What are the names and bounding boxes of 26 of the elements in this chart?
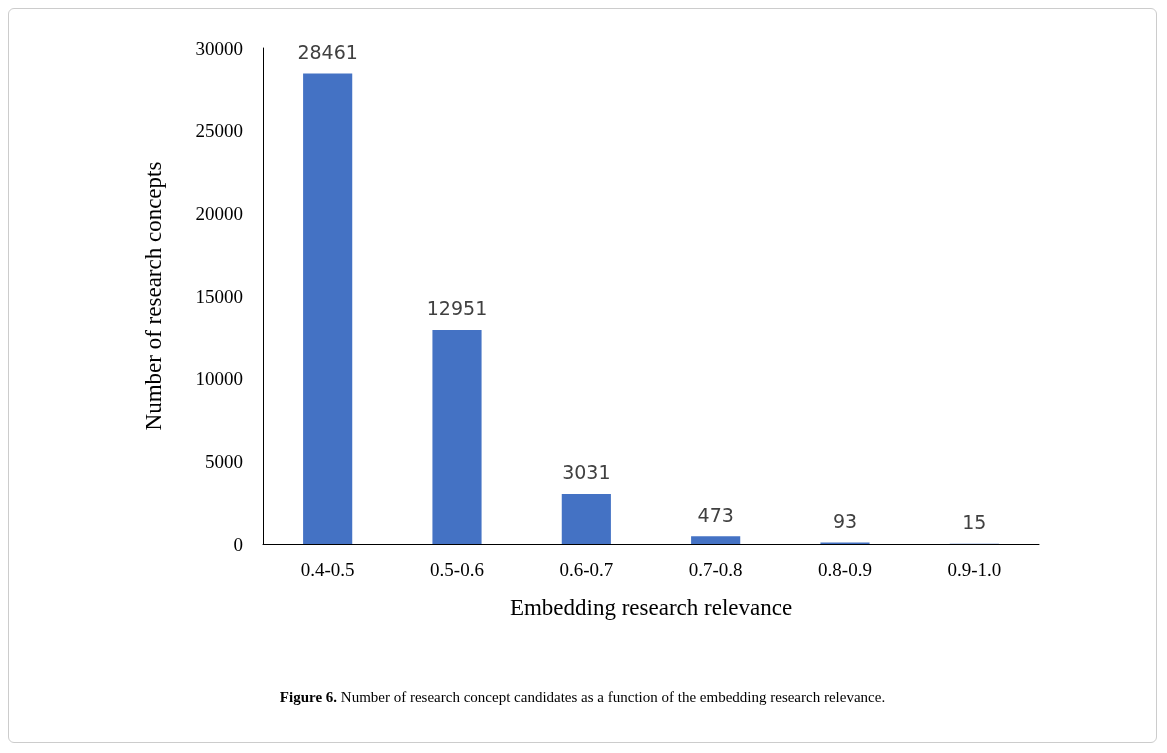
data-label: 3031: [562, 461, 611, 484]
y-tick-label: 20000: [195, 202, 243, 224]
bar: [561, 493, 611, 544]
data-label: 12951: [426, 297, 488, 320]
y-axis-title: Number of research concepts: [141, 161, 166, 431]
y-tick-label: 10000: [195, 368, 243, 390]
x-tick-label: 0.5-0.6: [430, 559, 484, 580]
bar: [432, 329, 482, 544]
data-label: 473: [697, 503, 734, 526]
bar: [303, 73, 353, 544]
x-tick-label: 0.8-0.9: [818, 559, 872, 580]
data-label: 15: [962, 511, 987, 534]
y-tick-label: 30000: [195, 37, 243, 59]
bar: [691, 536, 741, 544]
x-axis-title: Embedding research relevance: [509, 595, 793, 620]
y-tick-label: 25000: [195, 120, 243, 142]
y-tick-label: 15000: [195, 285, 243, 307]
y-tick-label: 5000: [205, 450, 243, 472]
y-tick-label: 0: [233, 533, 243, 555]
data-label: 93: [832, 509, 858, 532]
x-tick-label: 0.6-0.7: [559, 559, 614, 580]
x-tick-label: 0.7-0.8: [688, 559, 743, 580]
caption: Figure 6. Number of research concept candidates as a function of the embedding research relevance.: [278, 689, 887, 706]
x-tick-label: 0.4-0.5: [300, 559, 355, 580]
x-tick-label: 0.9-1.0: [947, 559, 1002, 580]
data-label: 28461: [297, 40, 358, 63]
